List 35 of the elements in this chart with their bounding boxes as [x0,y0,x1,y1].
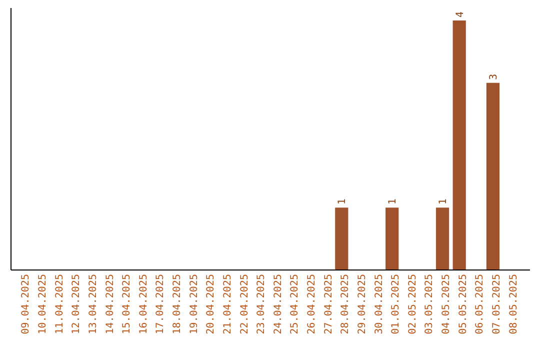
x-tick-label: 19.04.2025 [188,274,200,334]
x-tick-label: 06.05.2025 [474,274,486,334]
data-label: 1 [337,198,348,205]
x-tick-label: 15.04.2025 [122,274,133,334]
x-tick-label: 02.05.2025 [407,274,418,334]
x-tick-label: 01.05.2025 [390,274,402,334]
x-tick-label: 03.05.2025 [424,274,436,334]
x-tick-label: 29.04.2025 [356,274,368,334]
x-tick-label: 17.04.2025 [155,274,166,334]
x-tick-label: 28.04.2025 [340,274,352,334]
x-tick-label: 16.04.2025 [138,274,150,334]
x-tick-label: 14.04.2025 [104,274,116,334]
data-label: 1 [438,198,450,205]
x-tick-label: 30.04.2025 [374,274,385,334]
data-label: 1 [388,198,399,205]
x-tick-label: 12.04.2025 [71,274,82,334]
data-label: 3 [488,74,500,80]
x-tick-label: 10.04.2025 [38,274,49,334]
x-tick-label: 13.04.2025 [88,274,99,334]
x-tick-label: 20.04.2025 [206,274,217,334]
x-tick-label: 25.04.2025 [290,274,301,334]
x-tick-label: 27.04.2025 [323,274,334,334]
x-tick-label: 26.04.2025 [306,274,318,334]
data-label: 4 [454,11,466,18]
x-tick-label: 21.04.2025 [222,274,234,334]
x-tick-label: 23.04.2025 [256,274,268,334]
x-tick-label: 05.05.2025 [458,274,469,334]
x-tick-label: 09.04.2025 [20,274,32,334]
x-tick-label: 04.05.2025 [441,274,452,334]
x-tick-label: 22.04.2025 [239,274,250,334]
x-tick-label: 18.04.2025 [172,274,184,334]
x-tick-label: 24.04.2025 [272,274,284,334]
x-tick-label: 11.04.2025 [54,274,66,334]
x-tick-label: 08.05.2025 [508,274,520,334]
x-tick-label: 07.05.2025 [491,274,502,334]
